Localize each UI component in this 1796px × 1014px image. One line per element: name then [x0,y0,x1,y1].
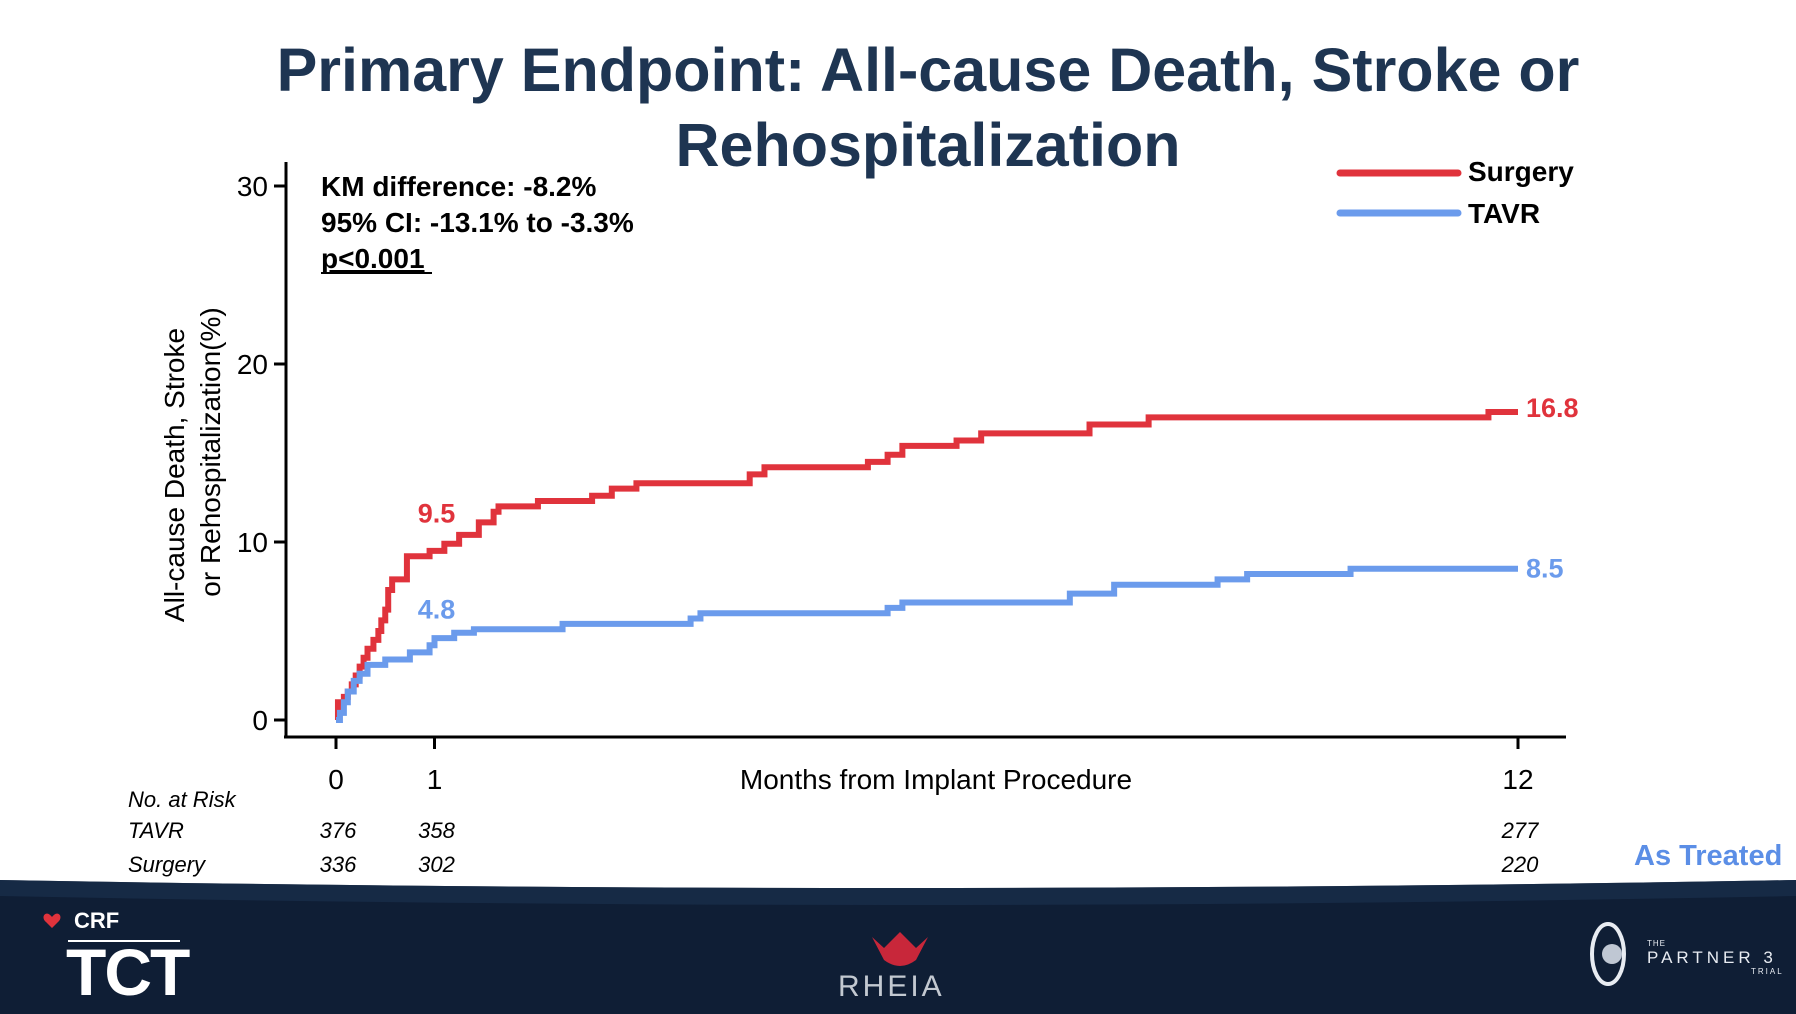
footer-band-gradient [0,880,1796,905]
crf-label: CRF [74,908,120,933]
y-tick-label-30: 30 [237,171,268,202]
partner3-logo-mark [1590,922,1626,986]
risk-value-surgery-1: 302 [418,852,455,877]
p-value-text: p<0.001 [321,243,425,274]
legend-surgery-label: Surgery [1468,156,1574,187]
month1-label-tavr: 4.8 [418,595,456,625]
series-layer [334,409,1518,723]
y-tick-label-20: 20 [237,349,268,380]
x-axis-ticks: 0 1 12 [328,737,1534,795]
slide-title-line2: Rehospitalization [675,111,1181,179]
partner-name-label: PARTNER 3 [1647,948,1777,967]
legend-tavr-label: TAVR [1468,198,1540,229]
y-axis-label-line1: All-cause Death, Stroke [159,328,190,622]
tct-label: TCT [66,935,190,1009]
month1-label-surgery: 9.5 [418,498,456,528]
data-label-layer: 16.8 9.5 8.5 4.8 [418,393,1579,624]
slide-title-line1: Primary Endpoint: All-cause Death, Strok… [276,36,1580,104]
x-tick-label-12: 12 [1502,764,1533,795]
risk-value-tavr-1: 358 [418,818,455,843]
y-tick-label-10: 10 [237,527,268,558]
risk-value-tavr-0: 376 [320,818,357,843]
x-axis-label: Months from Implant Procedure [740,764,1132,795]
end-label-tavr: 8.5 [1526,554,1564,584]
x-tick-label-1: 1 [427,764,443,795]
risk-row-label-tavr: TAVR [128,818,184,843]
tct-rule [68,940,180,942]
risk-value-tavr-12: 277 [1501,818,1539,843]
risk-table: No. at Risk TAVR Surgery 376 358 277 336 302… [128,787,1539,877]
risk-value-surgery-0: 336 [320,852,357,877]
risk-table-header: No. at Risk [128,787,237,812]
end-label-surgery: 16.8 [1526,393,1579,423]
y-axis-ticks: 0 10 20 30 [237,171,286,736]
risk-value-surgery-12: 220 [1501,852,1539,877]
legend: Surgery TAVR [1336,156,1574,229]
ci-text: 95% CI: -13.1% to -3.3% [321,207,634,238]
rheia-logo-mark [872,932,928,966]
as-treated-label: As Treated [1634,840,1783,872]
series-line-surgery [334,409,1518,723]
x-tick-label-0: 0 [328,764,344,795]
risk-row-label-surgery: Surgery [128,852,207,877]
partner-trial-label: TRIAL [1751,967,1784,976]
risk-values: 376 358 277 336 302 220 [320,818,1539,877]
y-tick-label-0: 0 [252,705,268,736]
partner-the-label: THE [1647,939,1666,948]
km-difference-text: KM difference: -8.2% [321,171,596,202]
y-axis-label-line2: or Rehospitalization(%) [195,307,226,596]
crf-heart-icon [43,913,61,928]
rheia-label: RHEIA [838,970,945,1003]
series-line-tavr [336,565,1518,723]
